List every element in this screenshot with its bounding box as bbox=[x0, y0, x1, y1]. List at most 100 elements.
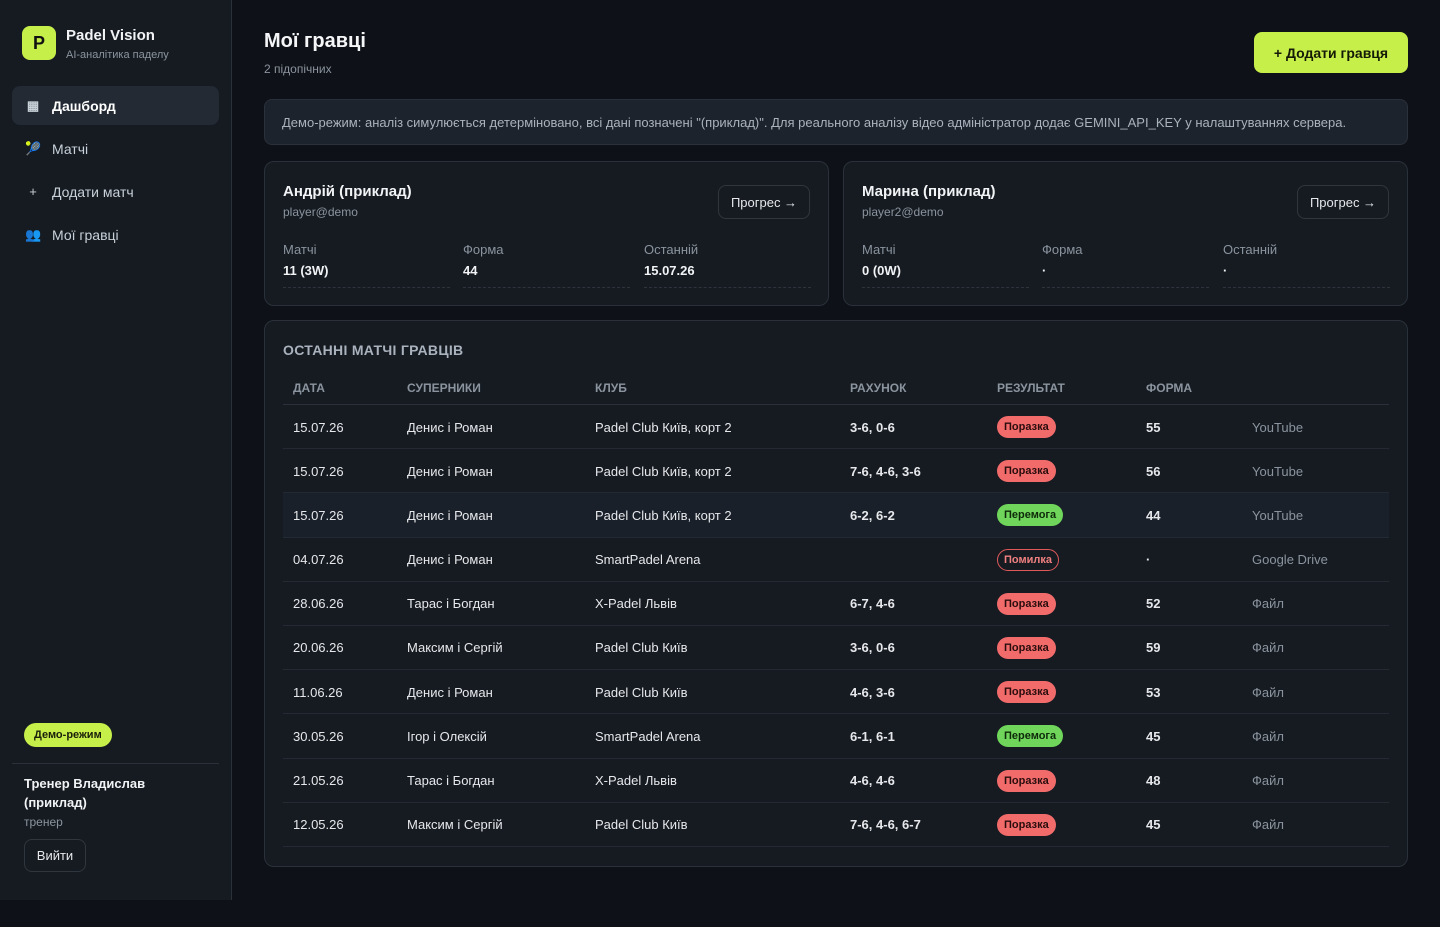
matches-table: ДАТА СУПЕРНИКИ КЛУБ РАХУНОК РЕЗУЛЬТАТ ФО… bbox=[283, 370, 1389, 847]
logout-button[interactable]: Вийти bbox=[24, 839, 86, 872]
player-card: Марина (приклад) player2@demo Прогрес → … bbox=[843, 161, 1408, 306]
table-row[interactable]: 21.05.26 Тарас і Богдан X-Padel Львів 4-6, … bbox=[283, 759, 1389, 803]
stat-label: Форма bbox=[1042, 242, 1083, 257]
match-opponents: Денис і Роман bbox=[407, 684, 493, 700]
tennis-racket-icon: 🎾 bbox=[25, 140, 42, 156]
table-row[interactable]: 20.06.26 Максим і Сергій Padel Club Київ 3-… bbox=[283, 626, 1389, 671]
match-score: 6-1, 6-1 bbox=[850, 728, 895, 744]
add-player-button[interactable]: + Додати гравця bbox=[1254, 32, 1408, 73]
users-icon: 👥 bbox=[25, 226, 42, 242]
match-date: 15.07.26 bbox=[293, 463, 344, 479]
match-score: 7-6, 4-6, 6-7 bbox=[850, 817, 921, 833]
stat-label: Матчі bbox=[862, 242, 896, 257]
column-header-form: ФОРМА bbox=[1146, 381, 1193, 395]
result-badge: Поразка bbox=[997, 416, 1056, 438]
match-opponents: Денис і Роман bbox=[407, 552, 493, 568]
match-form: 44 bbox=[1146, 507, 1161, 523]
stat-value: · bbox=[1042, 263, 1047, 278]
match-date: 21.05.26 bbox=[293, 773, 344, 788]
match-date: 20.06.26 bbox=[293, 640, 344, 656]
match-source: Файл bbox=[1252, 728, 1284, 744]
match-result: Перемога bbox=[997, 714, 1064, 758]
match-score: 6-7, 4-6 bbox=[850, 596, 895, 612]
match-source: Файл bbox=[1252, 684, 1284, 700]
table-header: ДАТА СУПЕРНИКИ КЛУБ РАХУНОК РЕЗУЛЬТАТ ФО… bbox=[283, 370, 1389, 405]
sidebar-item-label: Додати матч bbox=[52, 183, 134, 200]
table-body: 15.07.26 Денис і Роман Padel Club Київ, ко… bbox=[283, 405, 1389, 847]
table-row[interactable]: 15.07.26 Денис і Роман Padel Club Київ, ко… bbox=[283, 493, 1389, 538]
demo-mode-badge: Демо-режим bbox=[24, 723, 112, 747]
stat-label: Останній bbox=[1223, 242, 1278, 257]
player-email: player@demo bbox=[283, 205, 358, 219]
stat-label: Форма bbox=[463, 242, 504, 257]
user-name: Тренер Владислав (приклад) bbox=[24, 776, 146, 810]
result-badge: Поразка bbox=[997, 592, 1056, 615]
stat-matches: Матчі 11 (3W) bbox=[283, 242, 450, 288]
match-opponents: Денис і Роман bbox=[407, 507, 493, 523]
result-badge: Поразка bbox=[997, 636, 1056, 659]
player-name: Марина (приклад) bbox=[862, 183, 996, 200]
match-source: Файл bbox=[1252, 773, 1284, 788]
match-date: 30.05.26 bbox=[293, 728, 344, 744]
brand[interactable]: P Padel Vision AI-аналітика паделу bbox=[22, 26, 169, 61]
sidebar-item-matches[interactable]: 🎾 Матчі bbox=[12, 129, 219, 168]
match-score: 6-2, 6-2 bbox=[850, 507, 895, 523]
sidebar-item-dashboard[interactable]: ▦ Дашборд bbox=[12, 86, 219, 125]
column-header-result: РЕЗУЛЬТАТ bbox=[997, 381, 1065, 395]
match-result: Поразка bbox=[997, 670, 1056, 714]
table-row[interactable]: 12.05.26 Максим і Сергій Padel Club Київ 7-… bbox=[283, 803, 1389, 847]
stat-label: Матчі bbox=[283, 242, 317, 257]
match-opponents: Ігор і Олексій bbox=[407, 728, 487, 744]
table-row[interactable]: 15.07.26 Денис і Роман Padel Club Київ, ко… bbox=[283, 405, 1389, 450]
table-row[interactable]: 15.07.26 Денис і Роман Padel Club Київ, ко… bbox=[283, 449, 1389, 494]
match-club: Padel Club Київ, корт 2 bbox=[595, 507, 732, 523]
sidebar: P Padel Vision AI-аналітика паделу ▦ Даш… bbox=[0, 0, 232, 900]
stat-last: Останній · bbox=[1223, 242, 1390, 288]
table-row[interactable]: 11.06.26 Денис і Роман Padel Club Київ 4-6,… bbox=[283, 670, 1389, 715]
table-row[interactable]: 30.05.26 Ігор і Олексій SmartPadel Arena 6-… bbox=[283, 714, 1389, 759]
match-result: Поразка bbox=[997, 626, 1056, 670]
user-role: тренер bbox=[24, 815, 63, 829]
stat-last: Останній 15.07.26 bbox=[644, 242, 811, 288]
demo-banner: Демо-режим: аналіз симулюється детерміно… bbox=[264, 99, 1408, 145]
table-row[interactable]: 28.06.26 Тарас і Богдан X-Padel Львів 6-7, … bbox=[283, 582, 1389, 626]
match-date: 04.07.26 bbox=[293, 552, 344, 568]
result-badge: Поразка bbox=[997, 813, 1056, 836]
match-score: 7-6, 4-6, 3-6 bbox=[850, 463, 921, 479]
match-opponents: Тарас і Богдан bbox=[407, 596, 495, 612]
match-source: Файл bbox=[1252, 817, 1284, 833]
match-club: Padel Club Київ bbox=[595, 817, 688, 833]
dashboard-icon: ▦ bbox=[26, 97, 40, 113]
result-badge: Перемога bbox=[997, 504, 1064, 527]
column-header-score: РАХУНОК bbox=[850, 381, 907, 395]
sidebar-item-add-match[interactable]: + Додати матч bbox=[12, 172, 219, 211]
recent-matches-panel: ОСТАННІ МАТЧІ ГРАВЦІВ ДАТА СУПЕРНИКИ КЛУ… bbox=[264, 320, 1408, 867]
match-date: 11.06.26 bbox=[293, 684, 343, 700]
progress-button[interactable]: Прогрес → bbox=[1297, 185, 1389, 219]
match-score: 4-6, 4-6 bbox=[850, 773, 895, 788]
match-result: Перемога bbox=[997, 493, 1064, 537]
sidebar-item-my-players[interactable]: 👥 Мої гравці bbox=[12, 215, 219, 254]
match-form: 45 bbox=[1146, 817, 1161, 833]
match-club: X-Padel Львів bbox=[595, 773, 677, 788]
sidebar-item-label: Мої гравці bbox=[52, 226, 119, 243]
stat-value: · bbox=[1223, 263, 1228, 278]
match-opponents: Денис і Роман bbox=[407, 463, 493, 479]
match-source: Google Drive bbox=[1252, 552, 1328, 568]
match-date: 15.07.26 bbox=[293, 419, 344, 435]
player-card: Андрій (приклад) player@demo Прогрес → М… bbox=[264, 161, 829, 306]
stat-form: Форма 44 bbox=[463, 242, 630, 288]
column-header-club: КЛУБ bbox=[595, 381, 627, 395]
match-club: Padel Club Київ, корт 2 bbox=[595, 419, 732, 435]
column-header-opponents: СУПЕРНИКИ bbox=[407, 381, 481, 395]
progress-button[interactable]: Прогрес → bbox=[718, 185, 810, 219]
stat-value: 15.07.26 bbox=[644, 263, 695, 278]
table-row[interactable]: 04.07.26 Денис і Роман SmartPadel Arena Пом… bbox=[283, 538, 1389, 582]
match-date: 15.07.26 bbox=[293, 507, 344, 523]
match-source: YouTube bbox=[1252, 507, 1304, 523]
stat-label: Останній bbox=[644, 242, 699, 257]
match-date: 12.05.26 bbox=[293, 817, 344, 833]
brand-name: Padel Vision bbox=[66, 27, 155, 44]
match-opponents: Максим і Сергій bbox=[407, 640, 503, 656]
match-result: Поразка bbox=[997, 449, 1056, 493]
